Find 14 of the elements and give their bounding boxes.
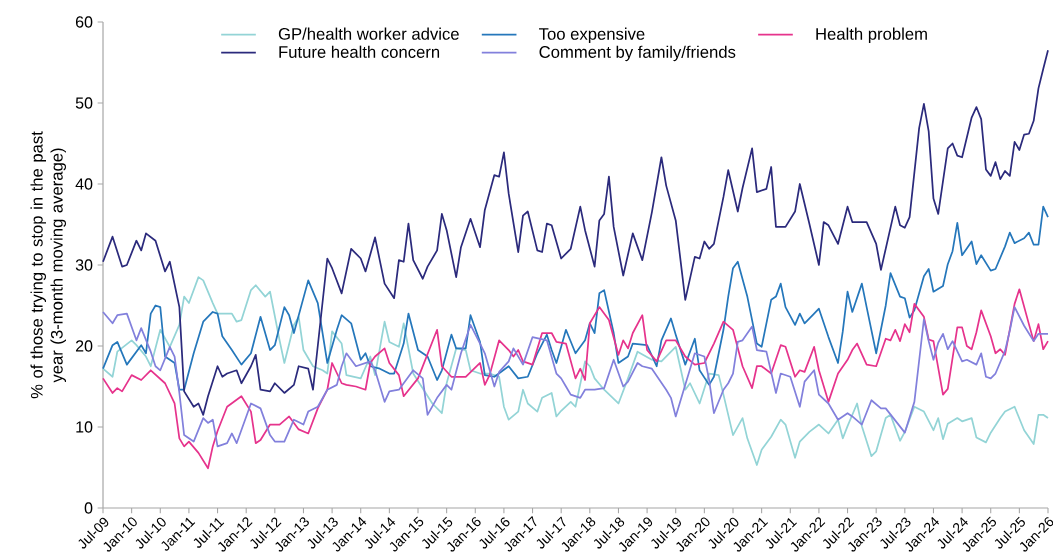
y-tick-label: 30 <box>75 259 93 271</box>
legend-label: Comment by family/friends <box>539 45 736 62</box>
legend-label: GP/health worker advice <box>278 27 459 40</box>
legend-label: Health problem <box>816 27 927 44</box>
y-tick-label: 0 <box>84 502 93 514</box>
y-tick-label: 40 <box>75 178 93 190</box>
y-axis-title: % of those trying to stop in the past year (3-month moving average) <box>30 131 66 399</box>
y-tick-label: 60 <box>75 16 93 28</box>
y-tick-label: 10 <box>76 421 93 433</box>
line-series <box>102 205 1049 391</box>
y-tick-label: 20 <box>75 340 93 352</box>
legend-label: Too expensive <box>539 27 645 44</box>
y-tick-label: 50 <box>75 97 93 109</box>
legend-label: Future health concern <box>279 45 440 58</box>
